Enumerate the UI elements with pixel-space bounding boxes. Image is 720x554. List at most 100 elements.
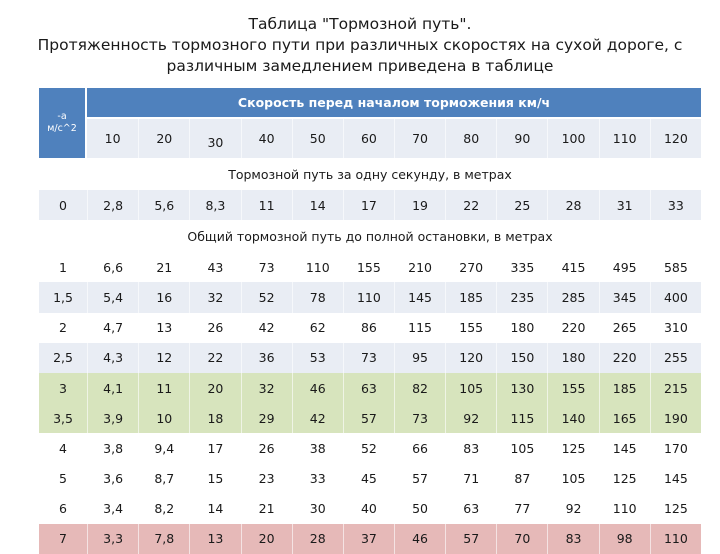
title-line-2: Протяженность тормозного пути при различ…	[37, 36, 683, 54]
distance-cell: 12	[138, 342, 190, 373]
distance-cell: 37	[342, 523, 394, 554]
distance-cell: 3,9	[87, 403, 139, 434]
distance-cell: 50	[393, 493, 446, 524]
distance-cell: 145	[649, 463, 701, 494]
distance-cell: 10	[138, 403, 190, 434]
distance-cell: 32	[189, 282, 241, 313]
distance-cell: 585	[649, 252, 701, 283]
distance-cell: 98	[598, 523, 650, 554]
acceleration-cell: 3	[39, 372, 88, 404]
speed-cell: 40	[240, 119, 292, 158]
distance-cell: 400	[649, 282, 701, 313]
distance-cell: 9,4	[138, 433, 190, 464]
distance-cell: 125	[649, 493, 701, 524]
speed-header: Скорость перед началом торможения км/ч	[87, 88, 701, 119]
table-row: 1 6,6 21 43 73 110 155 210 270 335 415 495 585	[39, 252, 701, 283]
distance-cell: 82	[393, 372, 446, 404]
section-total-distance-label: Общий тормозной путь до полной остановки…	[39, 220, 701, 253]
distance-cell: 21	[240, 493, 292, 524]
distance-cell: 71	[445, 463, 497, 494]
distance-cell: 145	[393, 282, 446, 313]
distance-cell: 310	[649, 312, 701, 343]
distance-cell: 83	[445, 433, 497, 464]
distance-cell: 32	[240, 372, 292, 404]
distance-cell: 31	[598, 190, 650, 221]
speed-cell: 120	[649, 119, 701, 158]
distance-cell: 18	[189, 403, 241, 434]
distance-cell: 17	[189, 433, 241, 464]
distance-cell: 3,4	[87, 493, 139, 524]
distance-cell: 8,7	[138, 463, 190, 494]
distance-cell: 170	[649, 433, 701, 464]
distance-cell: 95	[393, 342, 446, 373]
distance-cell: 415	[547, 252, 599, 283]
acceleration-cell: 4	[39, 433, 88, 464]
header-row: -a м/с^2 Скорость перед началом торможен…	[39, 88, 701, 158]
distance-cell: 20	[189, 372, 241, 404]
distance-cell: 110	[291, 252, 343, 283]
distance-cell: 19	[393, 190, 446, 221]
acceleration-cell: 0	[39, 190, 88, 221]
table-row: 3 4,1 11 20 32 46 63 82 105 130 155 185 215	[39, 372, 701, 404]
acceleration-cell: 2	[39, 312, 88, 343]
speed-cell: 90	[496, 119, 548, 158]
distance-cell: 270	[445, 252, 497, 283]
distance-cell: 155	[445, 312, 497, 343]
distance-cell: 3,3	[87, 523, 139, 554]
speed-cell: 70	[393, 119, 446, 158]
acceleration-cell: 5	[39, 463, 88, 494]
distance-cell: 73	[342, 342, 394, 373]
acceleration-cell: 7	[39, 523, 88, 554]
distance-cell: 14	[189, 493, 241, 524]
distance-cell: 110	[342, 282, 394, 313]
distance-cell: 23	[240, 463, 292, 494]
distance-cell: 125	[547, 433, 599, 464]
distance-cell: 105	[496, 433, 548, 464]
speed-cell: 50	[291, 119, 343, 158]
title-line-3: различным замедлением приведена в таблиц…	[166, 57, 554, 75]
table-row: 1,5 5,4 16 32 52 78 110 145 185 235 285 345 400	[39, 282, 701, 313]
distance-cell: 63	[342, 372, 394, 404]
table-row: 7 3,3 7,8 13 20 28 37 46 57 70 83 98 110	[39, 523, 701, 554]
distance-cell: 22	[445, 190, 497, 221]
distance-cell: 70	[496, 523, 548, 554]
distance-cell: 4,1	[87, 372, 139, 404]
distance-cell: 20	[240, 523, 292, 554]
distance-cell: 2,8	[87, 190, 139, 221]
distance-cell: 36	[240, 342, 292, 373]
distance-cell: 3,8	[87, 433, 139, 464]
distance-cell: 22	[189, 342, 241, 373]
table-row: 3,5 3,9 10 18 29 42 57 73 92 115 140 165 190	[39, 403, 701, 434]
distance-cell: 185	[445, 282, 497, 313]
speed-cell: 100	[547, 119, 599, 158]
speed-cell: 110	[598, 119, 650, 158]
acceleration-cell: 6	[39, 493, 88, 524]
section-one-second-row: Тормозной путь за одну секунду, в метрах	[39, 158, 701, 190]
distance-cell: 30	[291, 493, 343, 524]
distance-cell: 63	[445, 493, 497, 524]
distance-cell: 180	[547, 342, 599, 373]
distance-cell: 105	[547, 463, 599, 494]
distance-cell: 46	[291, 372, 343, 404]
distance-cell: 6,6	[87, 252, 139, 283]
speed-cell: 80	[445, 119, 497, 158]
table-row: 4 3,8 9,4 17 26 38 52 66 83 105 125 145 170	[39, 433, 701, 464]
distance-cell: 83	[547, 523, 599, 554]
distance-cell: 145	[598, 433, 650, 464]
distance-cell: 110	[598, 493, 650, 524]
distance-cell: 17	[342, 190, 394, 221]
braking-distance-table: -a м/с^2 Скорость перед началом торможен…	[39, 88, 701, 554]
distance-cell: 57	[393, 463, 446, 494]
distance-cell: 92	[445, 403, 497, 434]
distance-cell: 26	[240, 433, 292, 464]
distance-cell: 335	[496, 252, 548, 283]
distance-cell: 16	[138, 282, 190, 313]
distance-cell: 57	[445, 523, 497, 554]
distance-cell: 38	[291, 433, 343, 464]
distance-cell: 495	[598, 252, 650, 283]
distance-cell: 66	[393, 433, 446, 464]
distance-cell: 86	[342, 312, 394, 343]
one-second-distance-row: 0 2,8 5,6 8,3 11 14 17 19 22 25 28 31 33	[39, 190, 701, 221]
distance-cell: 40	[342, 493, 394, 524]
distance-cell: 150	[496, 342, 548, 373]
